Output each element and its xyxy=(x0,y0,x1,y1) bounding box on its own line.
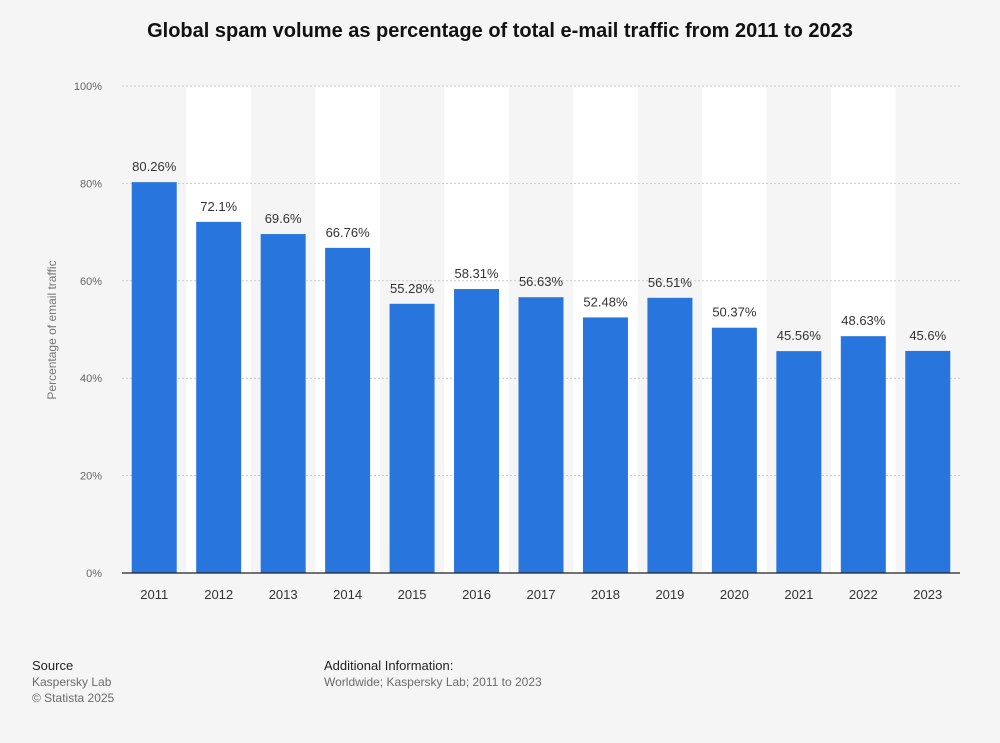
data-label: 56.63% xyxy=(519,274,564,289)
y-tick-label: 60% xyxy=(80,276,102,288)
x-tick-label: 2023 xyxy=(913,587,942,602)
bar xyxy=(647,297,693,573)
y-axis-label: Percentage of email traffic xyxy=(45,260,59,399)
data-label: 45.6% xyxy=(909,328,946,343)
source-heading: Source xyxy=(32,658,74,673)
x-tick-label: 2018 xyxy=(591,587,620,602)
bar xyxy=(260,234,306,573)
bar xyxy=(518,297,564,573)
x-tick-label: 2011 xyxy=(140,587,168,602)
x-tick-label: 2019 xyxy=(655,587,684,602)
bar xyxy=(582,317,628,573)
source-line-1: Kaspersky Lab xyxy=(32,675,112,689)
y-tick-label: 80% xyxy=(80,178,102,190)
x-tick-label: 2014 xyxy=(333,587,362,602)
bar xyxy=(840,336,886,573)
x-tick-label: 2015 xyxy=(398,587,427,602)
data-label: 69.6% xyxy=(265,211,302,226)
data-label: 52.48% xyxy=(583,294,628,309)
bar xyxy=(131,182,177,574)
x-tick-label: 2020 xyxy=(720,587,749,602)
additional-info-text: Worldwide; Kaspersky Lab; 2011 to 2023 xyxy=(324,675,542,689)
bars xyxy=(131,182,951,574)
additional-info-section: Additional Information: Worldwide; Kaspe… xyxy=(324,658,542,690)
y-tick-labels: 0% 20% 40% 60% 80% 100% xyxy=(74,81,102,580)
y-tick-label: 40% xyxy=(80,373,102,385)
x-tick-label: 2017 xyxy=(527,587,556,602)
data-label: 66.76% xyxy=(326,225,371,240)
chart-title: Global spam volume as percentage of tota… xyxy=(147,20,853,42)
bar xyxy=(454,289,500,573)
x-tick-labels: 2011 2012 2013 2014 2015 2016 2017 2018 2019 2020… xyxy=(140,587,942,602)
data-label: 48.63% xyxy=(841,313,886,328)
data-label: 58.31% xyxy=(454,266,499,281)
y-tick-label: 100% xyxy=(74,81,102,93)
data-label: 72.1% xyxy=(200,199,237,214)
bar xyxy=(776,351,822,573)
y-tick-label: 20% xyxy=(80,471,102,483)
data-label: 50.37% xyxy=(712,305,757,320)
data-label: 55.28% xyxy=(390,281,435,296)
data-label: 80.26% xyxy=(132,159,177,174)
data-label: 45.56% xyxy=(777,328,822,343)
x-tick-label: 2016 xyxy=(462,587,491,602)
bar xyxy=(389,303,435,573)
bar xyxy=(196,221,242,574)
data-label: 56.51% xyxy=(648,275,693,290)
x-tick-label: 2013 xyxy=(269,587,298,602)
bar xyxy=(905,350,951,573)
source-line-2: © Statista 2025 xyxy=(32,691,115,705)
x-tick-label: 2012 xyxy=(204,587,233,602)
additional-info-heading: Additional Information: xyxy=(324,658,454,673)
bar xyxy=(325,247,371,574)
value-labels: 80.26% 72.1% 69.6% 66.76% 55.28% 58.31% 56.63%… xyxy=(132,159,946,343)
x-tick-label: 2022 xyxy=(849,587,878,602)
source-section: Source Kaspersky Lab © Statista 2025 xyxy=(32,658,114,706)
x-tick-label: 2021 xyxy=(784,587,813,602)
bar xyxy=(711,327,757,573)
y-tick-label: 0% xyxy=(86,568,102,580)
